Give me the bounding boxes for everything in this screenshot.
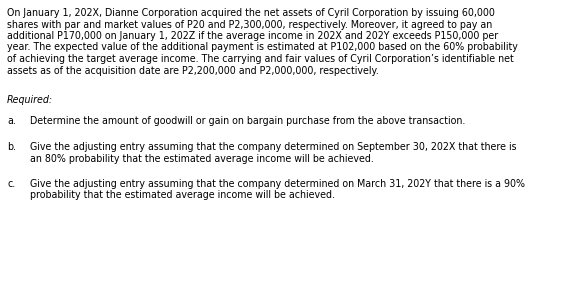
Text: shares with par and market values of P20 and P2,300,000, respectively. Moreover,: shares with par and market values of P20… [7, 19, 492, 29]
Text: of achieving the target average income. The carrying and fair values of Cyril Co: of achieving the target average income. … [7, 54, 514, 64]
Text: additional P170,000 on January 1, 202Z if the average income in 202X and 202Y ex: additional P170,000 on January 1, 202Z i… [7, 31, 498, 41]
Text: a.: a. [7, 116, 16, 126]
Text: b.: b. [7, 142, 16, 152]
Text: assets as of the acquisition date are P2,200,000 and P2,000,000, respectively.: assets as of the acquisition date are P2… [7, 65, 379, 76]
Text: Give the adjusting entry assuming that the company determined on March 31, 202Y : Give the adjusting entry assuming that t… [30, 179, 525, 189]
Text: On January 1, 202X, Dianne Corporation acquired the net assets of Cyril Corporat: On January 1, 202X, Dianne Corporation a… [7, 8, 495, 18]
Text: year. The expected value of the additional payment is estimated at P102,000 base: year. The expected value of the addition… [7, 43, 518, 53]
Text: probability that the estimated average income will be achieved.: probability that the estimated average i… [30, 190, 335, 200]
Text: Give the adjusting entry assuming that the company determined on September 30, 2: Give the adjusting entry assuming that t… [30, 142, 517, 152]
Text: Required:: Required: [7, 95, 53, 105]
Text: c.: c. [7, 179, 15, 189]
Text: Determine the amount of goodwill or gain on bargain purchase from the above tran: Determine the amount of goodwill or gain… [30, 116, 465, 126]
Text: an 80% probability that the estimated average income will be achieved.: an 80% probability that the estimated av… [30, 154, 374, 164]
